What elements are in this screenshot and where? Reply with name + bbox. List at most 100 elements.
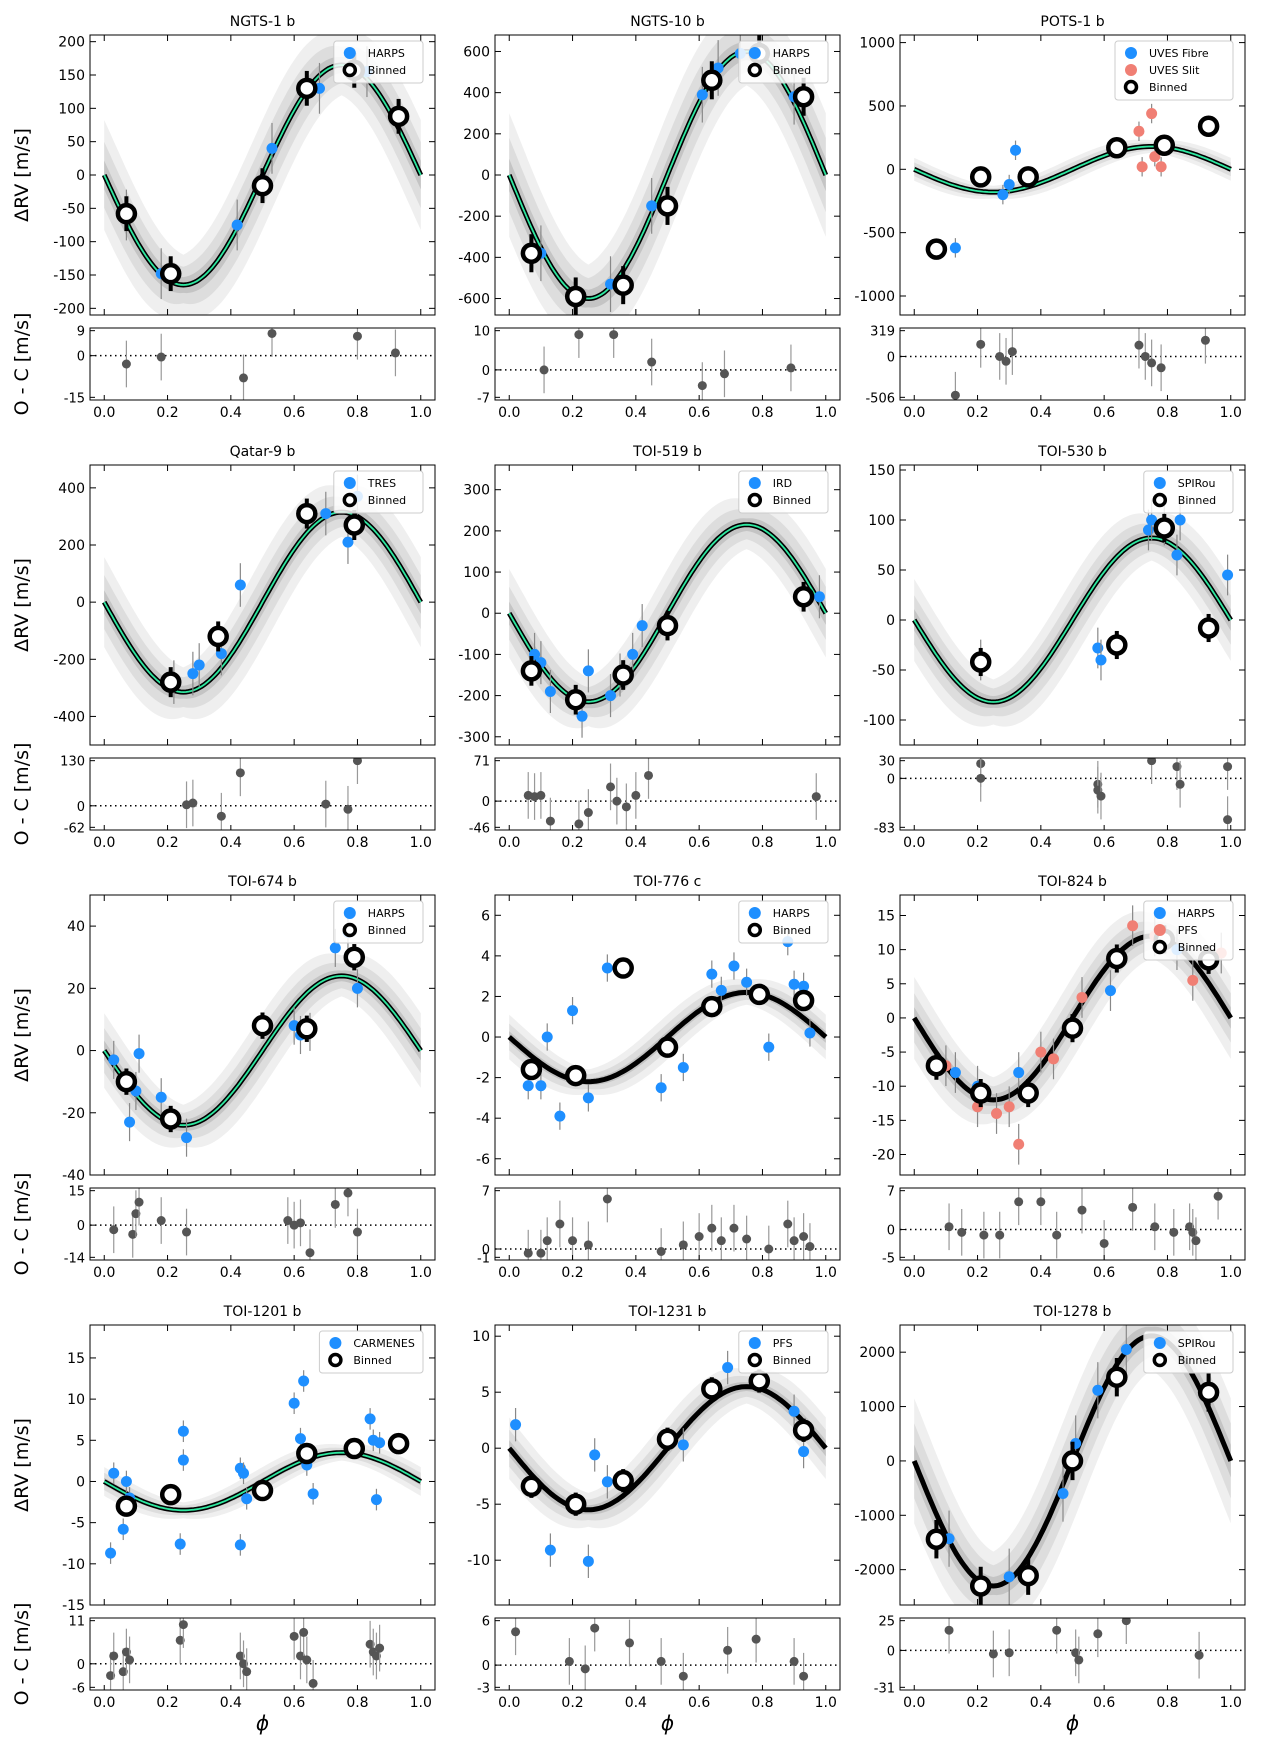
- residual-point: [799, 1232, 809, 1241]
- residual-point: [612, 796, 622, 806]
- panel-frame: [899, 1324, 1246, 1606]
- residual-point: [1188, 1227, 1198, 1237]
- x-tick-label: 0.4: [625, 1695, 647, 1711]
- legend-binned-marker: [342, 492, 358, 508]
- residual-frame: [899, 1187, 1246, 1261]
- data-point: [329, 942, 341, 954]
- residual-point: [647, 357, 657, 367]
- residual-layer: [900, 758, 1245, 830]
- y-tick-label: 0: [481, 1030, 490, 1046]
- panel-1: NGTS-10 b 600 400 200 0 -200 -400 -600 HARPS Binn…: [458, 14, 841, 421]
- x-tick-label: 0.8: [1156, 1265, 1178, 1281]
- y-axis-label: ΔRV [m/s]: [11, 988, 33, 1082]
- x-tick-label: 0.6: [1093, 1695, 1115, 1711]
- binned-point: [656, 614, 679, 637]
- y-tick-label: -50: [62, 201, 85, 217]
- y-tick-label: 0: [886, 613, 895, 629]
- legend-label: TRES: [367, 477, 396, 490]
- data-point: [342, 536, 354, 548]
- y-tick-label: -5: [71, 1516, 85, 1532]
- legend-label: Binned: [1178, 1354, 1216, 1367]
- residual-point: [371, 1651, 381, 1661]
- legend-label: CARMENES: [353, 1337, 414, 1350]
- panel-title: NGTS-1 b: [230, 14, 296, 30]
- x-tick-label: 0.6: [283, 835, 305, 851]
- residual-point: [390, 348, 400, 358]
- x-tick-label: 0.8: [346, 1265, 368, 1281]
- binned-point: [1197, 617, 1220, 639]
- data-point: [1003, 1571, 1015, 1583]
- legend-label: UVES Fibre: [1149, 47, 1209, 60]
- x-tick-label: 0.8: [751, 1695, 773, 1711]
- y-tick-label: 0: [886, 1454, 895, 1470]
- residual-point: [1213, 1191, 1223, 1201]
- panel-title: TOI-1278 b: [1033, 1304, 1112, 1320]
- y-tick-label: 50: [67, 135, 85, 151]
- x-tick-label: 0.2: [966, 835, 988, 851]
- data-point: [1003, 179, 1015, 191]
- binned-point: [792, 1419, 815, 1442]
- x-tick-label: 0.4: [625, 1265, 647, 1281]
- binned-point: [564, 1064, 587, 1087]
- residual-point: [121, 1647, 131, 1657]
- residual-frame: [89, 1187, 436, 1261]
- data-point: [124, 1116, 136, 1128]
- data-point: [991, 1108, 1003, 1120]
- y-tick-label: 600: [463, 44, 490, 60]
- residual-panel: 319 0 -506 0.0 0.2 0.4 0.6 0.8 1.0: [865, 325, 1246, 421]
- y-tick-label: -20: [872, 1148, 895, 1164]
- panel-frame: [899, 894, 1246, 1176]
- y-tick-label: 1000: [859, 36, 895, 52]
- legend-label: HARPS: [1178, 907, 1215, 920]
- residual-y-tick-label: 0: [77, 1219, 85, 1234]
- x-tick-label: 0.8: [1156, 835, 1178, 851]
- x-axis-label: ϕ: [661, 1711, 674, 1735]
- residual-point: [789, 1656, 799, 1666]
- residual-y-tick-label: 71: [473, 755, 490, 770]
- legend-label: Binned: [368, 494, 406, 507]
- binned-point: [1017, 166, 1039, 188]
- legend: TRES Binned: [333, 470, 424, 514]
- model-layer: [507, 1350, 828, 1579]
- y-tick-label: 200: [463, 524, 490, 540]
- residual-axis-label: O - C [m/s]: [11, 1173, 33, 1276]
- panel-frame: [494, 1324, 841, 1606]
- residual-point: [976, 339, 986, 349]
- x-tick-label: 0.0: [498, 835, 520, 851]
- data-point: [231, 219, 243, 231]
- x-tick-label: 0.2: [561, 405, 583, 421]
- residual-point: [995, 351, 1005, 361]
- data-point: [1133, 125, 1145, 137]
- binned-point: [969, 1575, 992, 1597]
- binned-point: [159, 1108, 182, 1130]
- residual-layer: [495, 758, 840, 830]
- data-point: [1149, 151, 1161, 163]
- residual-point: [1074, 1655, 1084, 1665]
- x-tick-label: 0.0: [903, 835, 925, 851]
- y-tick-label: -100: [863, 713, 895, 729]
- panel-title: TOI-776 c: [633, 874, 702, 890]
- legend-data-marker: [343, 47, 356, 59]
- panel-title: TOI-530 b: [1037, 444, 1107, 460]
- residual-y-tick-label: 9: [77, 325, 85, 340]
- data-point: [1013, 1138, 1025, 1150]
- residual-y-tick-label: -15: [64, 391, 85, 406]
- y-tick-label: -500: [863, 226, 895, 242]
- legend: HARPS Binned: [333, 40, 424, 84]
- binned-point: [701, 1378, 723, 1400]
- y-tick-label: -6: [476, 1152, 490, 1168]
- binned-point: [969, 1082, 992, 1104]
- y-tick-label: -200: [458, 689, 490, 705]
- panel-frame: [494, 464, 841, 746]
- legend-data-marker: [1153, 907, 1166, 919]
- x-tick-label: 0.2: [966, 1695, 988, 1711]
- data-point: [582, 665, 594, 677]
- data-point: [804, 1027, 816, 1039]
- binned-point: [564, 1493, 587, 1515]
- y-tick-label: 0: [76, 1044, 85, 1060]
- legend-data-marker: [1153, 924, 1166, 936]
- y-tick-label: -15: [62, 1598, 85, 1614]
- residual-point: [568, 1236, 578, 1246]
- model-layer: [507, 928, 828, 1130]
- x-tick-label: 0.0: [903, 405, 925, 421]
